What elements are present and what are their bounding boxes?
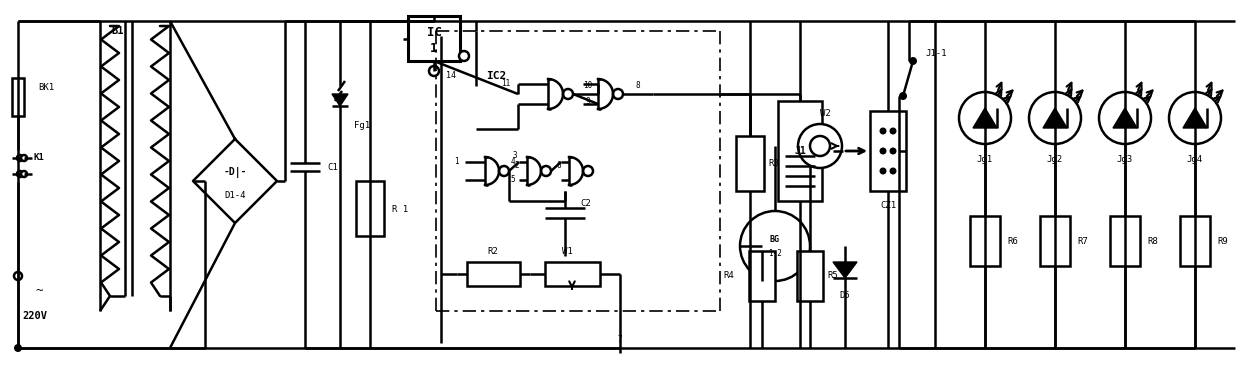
Text: 10: 10	[583, 82, 593, 90]
Text: IC: IC	[427, 26, 441, 38]
Text: C2: C2	[580, 198, 590, 208]
Circle shape	[21, 155, 27, 161]
Text: W1: W1	[562, 247, 573, 257]
Text: R4: R4	[723, 272, 734, 280]
Circle shape	[889, 127, 897, 134]
Text: W2: W2	[820, 109, 831, 119]
Text: 8: 8	[636, 82, 640, 90]
Text: C1: C1	[327, 163, 337, 172]
Circle shape	[810, 136, 830, 156]
Text: Jg3: Jg3	[1117, 156, 1133, 164]
Text: 4: 4	[511, 157, 515, 167]
Polygon shape	[1043, 108, 1066, 128]
Text: 14: 14	[446, 71, 456, 81]
Polygon shape	[1114, 108, 1137, 128]
Bar	[1110, 216, 1140, 266]
Circle shape	[21, 171, 27, 177]
Circle shape	[899, 92, 906, 100]
Circle shape	[889, 147, 897, 154]
Circle shape	[17, 155, 24, 161]
Text: R3: R3	[768, 160, 779, 168]
Text: D1-4: D1-4	[224, 190, 246, 199]
Polygon shape	[973, 108, 997, 128]
Polygon shape	[833, 262, 857, 278]
Circle shape	[959, 92, 1011, 144]
Text: R2: R2	[487, 247, 498, 257]
Text: R6: R6	[1007, 236, 1018, 246]
Circle shape	[459, 51, 469, 61]
Text: J1: J1	[794, 146, 806, 156]
Text: D5: D5	[839, 291, 851, 300]
Text: 5: 5	[511, 176, 515, 184]
Circle shape	[563, 89, 573, 99]
Circle shape	[879, 127, 887, 134]
Text: Jg4: Jg4	[1187, 156, 1203, 164]
Text: J1-1: J1-1	[925, 49, 946, 59]
Circle shape	[17, 171, 24, 177]
Text: 220V: 220V	[22, 311, 47, 321]
Bar	[1040, 216, 1070, 266]
Text: 7: 7	[618, 336, 622, 344]
Circle shape	[879, 168, 887, 175]
Text: 1: 1	[454, 157, 459, 167]
Bar	[777, 101, 822, 201]
Circle shape	[889, 168, 897, 175]
Text: IC2: IC2	[486, 71, 506, 81]
Text: 1-2: 1-2	[768, 250, 782, 258]
Text: BG: BG	[770, 235, 780, 244]
Text: Jg1: Jg1	[977, 156, 993, 164]
Text: R7: R7	[1078, 236, 1087, 246]
Text: 6: 6	[557, 161, 562, 169]
Text: R8: R8	[1147, 236, 1158, 246]
Text: 2: 2	[515, 161, 520, 169]
Bar	[870, 111, 906, 191]
Text: K1: K1	[33, 153, 45, 163]
Circle shape	[740, 211, 810, 281]
Circle shape	[799, 124, 842, 168]
Text: R 1: R 1	[392, 205, 408, 213]
Text: R5: R5	[827, 272, 838, 280]
Circle shape	[14, 344, 22, 352]
Bar	[797, 251, 823, 301]
Bar	[356, 181, 384, 236]
Text: R9: R9	[1216, 236, 1228, 246]
Bar	[749, 251, 775, 301]
Polygon shape	[1183, 108, 1207, 128]
Text: -D|-: -D|-	[223, 168, 247, 179]
Circle shape	[613, 89, 622, 99]
Text: ~: ~	[35, 284, 42, 298]
Circle shape	[879, 147, 887, 154]
Bar	[467, 262, 520, 286]
Bar	[408, 16, 460, 61]
Bar	[546, 262, 600, 286]
Circle shape	[498, 166, 508, 176]
Circle shape	[429, 66, 439, 76]
Text: BK1: BK1	[38, 83, 55, 93]
Bar	[970, 216, 999, 266]
Circle shape	[1169, 92, 1221, 144]
Text: 3: 3	[512, 150, 517, 160]
Bar	[737, 136, 764, 191]
Circle shape	[541, 166, 551, 176]
Text: 11: 11	[501, 79, 510, 89]
Text: Jg2: Jg2	[1047, 156, 1063, 164]
Bar	[1180, 216, 1210, 266]
Text: Fg1: Fg1	[353, 122, 370, 131]
Text: 9: 9	[585, 97, 590, 107]
Text: 1: 1	[430, 41, 438, 55]
Circle shape	[1029, 92, 1081, 144]
Text: B1: B1	[112, 26, 124, 36]
Circle shape	[583, 166, 593, 176]
Polygon shape	[332, 94, 348, 106]
Bar	[12, 78, 24, 116]
Text: CZ1: CZ1	[880, 201, 897, 209]
Circle shape	[14, 272, 22, 280]
Circle shape	[909, 57, 918, 65]
Circle shape	[1099, 92, 1151, 144]
